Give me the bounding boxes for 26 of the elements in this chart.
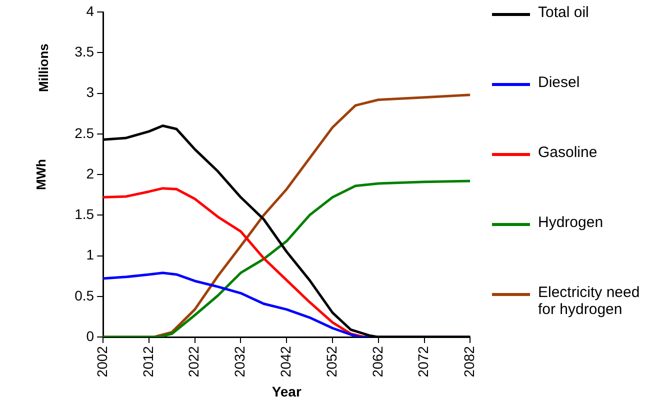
y-tick-label: 0 (86, 328, 94, 344)
y-tick-label: 0.5 (74, 287, 94, 304)
x-tick-label: 2032 (232, 346, 248, 378)
legend-label: Electricity need for hydrogen (538, 284, 641, 318)
y-axis-title: MWh (33, 158, 48, 190)
y-tick-label: 2.5 (74, 124, 94, 141)
y-tick-label: 1.5 (74, 206, 94, 222)
x-tick-label: 2062 (369, 346, 386, 378)
legend-label: Diesel (538, 74, 581, 91)
y-tick-label: 1 (86, 246, 94, 263)
y-tick-label: 3 (86, 84, 94, 100)
x-axis-title: Year (272, 383, 302, 400)
x-tick-label: 2022 (186, 346, 202, 378)
x-tick-label: 2082 (461, 346, 478, 378)
y-tick-label: 3.5 (74, 43, 94, 60)
x-tick-label: 2052 (323, 346, 340, 378)
legend-label: Hydrogen (538, 214, 604, 231)
x-tick-label: 2012 (140, 346, 156, 378)
legend-label: Total oil (538, 4, 590, 21)
x-tick-label: 2002 (94, 346, 110, 378)
x-tick-label: 2042 (277, 346, 294, 378)
legend-label: Gasoline (538, 144, 598, 161)
text: Millions (36, 44, 51, 92)
y-tick-label: 2 (86, 165, 94, 182)
x-tick-label: 2072 (415, 346, 432, 378)
y-tick-label: 4 (86, 2, 94, 19)
